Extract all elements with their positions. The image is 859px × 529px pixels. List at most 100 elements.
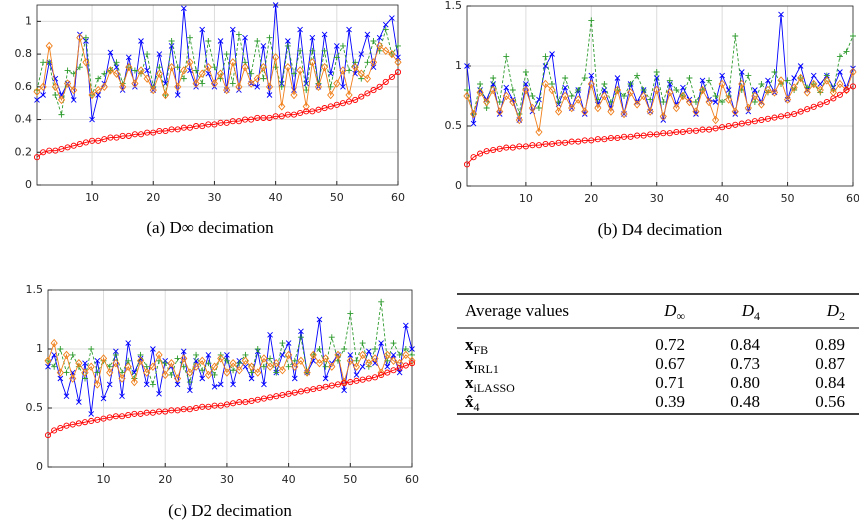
data-point (607, 99, 614, 105)
cell-subscript: 2 (839, 309, 845, 323)
data-point (396, 358, 404, 368)
data-point (836, 91, 843, 98)
data-point (784, 112, 791, 119)
data-point (174, 92, 181, 98)
data-point (712, 99, 719, 105)
data-point (93, 380, 101, 389)
data-point (614, 134, 621, 142)
data-point (490, 81, 496, 87)
data-point (568, 93, 575, 99)
data-point (347, 310, 354, 317)
data-point (223, 51, 230, 58)
data-point (646, 107, 654, 116)
data-point (347, 378, 354, 386)
data-point (88, 90, 96, 100)
caption: (a) D∞ decimation (146, 218, 274, 237)
data-point (836, 53, 843, 60)
data-point (63, 422, 70, 429)
data-point (751, 118, 758, 125)
data-point (267, 394, 274, 401)
data-point (640, 132, 647, 139)
data-point (752, 87, 758, 93)
data-point (156, 127, 163, 135)
data-point (394, 58, 402, 67)
data-point (124, 362, 132, 371)
data-point (816, 85, 824, 95)
data-point (40, 59, 47, 66)
data-point (370, 87, 377, 94)
data-point (797, 63, 804, 69)
x-tick-label: 50 (343, 473, 357, 486)
data-point (254, 346, 261, 352)
data-point (613, 85, 622, 95)
x-tick-label: 30 (207, 191, 221, 204)
data-point (346, 356, 354, 365)
data-point (620, 109, 628, 119)
data-point (137, 131, 145, 138)
data-point (672, 103, 680, 113)
data-point (745, 72, 752, 79)
data-point (408, 356, 416, 365)
table-cell: 0.84 (730, 335, 760, 354)
data-point (692, 99, 699, 105)
data-point (803, 88, 811, 97)
data-point (322, 354, 330, 363)
x-tick-label: 60 (391, 191, 405, 204)
data-point (155, 350, 163, 360)
data-point (45, 363, 51, 370)
data-point (333, 79, 341, 88)
data-point (137, 410, 144, 417)
data-point (180, 348, 187, 355)
data-point (402, 350, 410, 360)
data-point (555, 99, 562, 105)
data-point (732, 111, 739, 117)
x-tick-label: 40 (282, 473, 296, 486)
data-point (193, 404, 200, 412)
data-point (328, 382, 335, 389)
data-point (284, 42, 291, 49)
data-point (830, 95, 837, 102)
data-point (272, 53, 280, 62)
x-tick-label: 30 (220, 473, 234, 486)
data-point (242, 399, 249, 406)
data-point (94, 85, 102, 95)
cell-subscript: 4 (754, 309, 760, 323)
data-point (144, 129, 151, 136)
data-point (118, 413, 126, 420)
data-point (266, 362, 274, 371)
data-point (180, 124, 187, 131)
data-point (384, 363, 391, 370)
data-point (186, 34, 193, 41)
data-point (156, 391, 162, 397)
table-cell: x̂4 (465, 392, 480, 414)
table-cell: 0.67 (655, 354, 685, 373)
data-point (659, 112, 667, 121)
data-point (489, 85, 497, 95)
data-point (341, 346, 348, 352)
data-point (217, 354, 225, 363)
data-point (320, 62, 329, 72)
data-point (626, 88, 635, 97)
data-point (322, 363, 329, 370)
data-point (575, 87, 582, 93)
data-point (322, 383, 329, 390)
data-point (653, 69, 660, 75)
data-point (843, 86, 850, 94)
data-point (316, 346, 323, 352)
table-cell: 0.48 (730, 392, 760, 411)
data-point (778, 11, 784, 18)
data-point (261, 381, 267, 388)
data-point (186, 124, 194, 131)
table-cell: 0.71 (655, 373, 685, 392)
data-point (333, 101, 340, 108)
data-point (248, 362, 256, 371)
x-tick-label: 40 (269, 191, 283, 204)
data-point (150, 129, 157, 136)
data-point (63, 369, 70, 376)
plot-frame (47, 289, 413, 468)
series-line (36, 27, 399, 115)
data-point (254, 114, 261, 121)
data-point (503, 84, 510, 91)
data-point (555, 107, 563, 116)
data-point (106, 381, 113, 388)
